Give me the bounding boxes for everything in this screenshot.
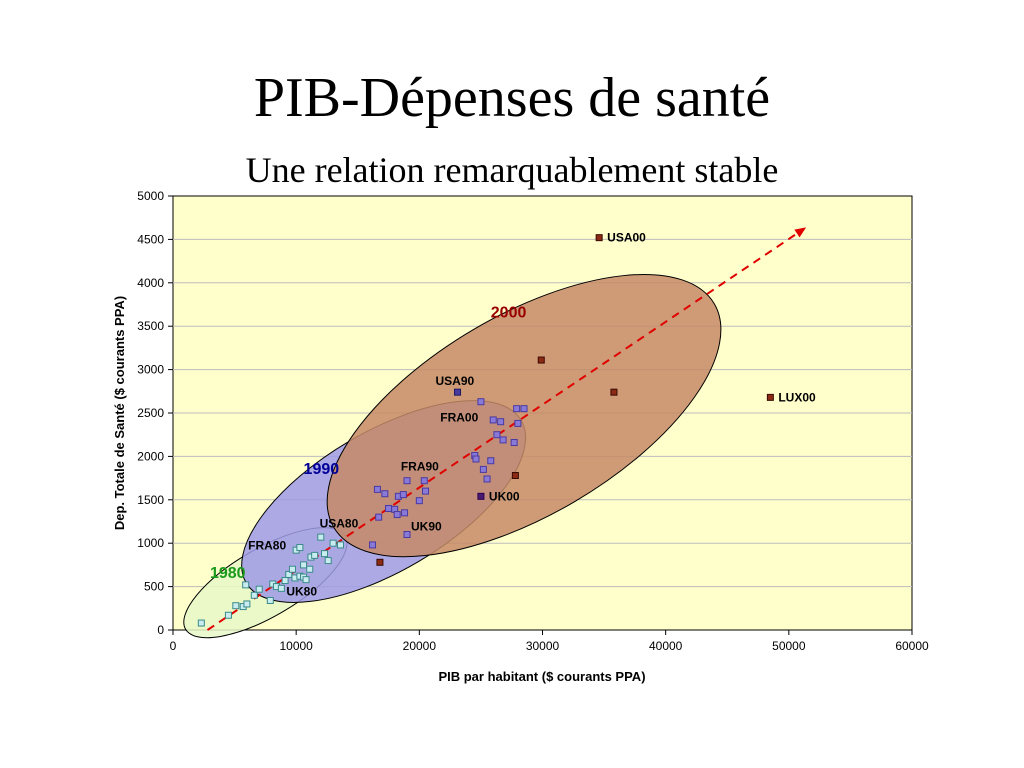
slide-title: PIB-Dépenses de santé bbox=[253, 67, 771, 129]
x-tick-label-50000: 50000 bbox=[772, 639, 806, 653]
point-1990-26 bbox=[514, 419, 522, 427]
point-1990-19 bbox=[487, 457, 495, 465]
point-1980-5 bbox=[243, 600, 251, 608]
label-uk90: UK90 bbox=[411, 520, 442, 534]
point-1980-6 bbox=[250, 591, 258, 599]
point-1980-1 bbox=[224, 611, 232, 619]
x-tick-label-0: 0 bbox=[170, 639, 177, 653]
point-usa90 bbox=[454, 388, 462, 396]
point-1980-27 bbox=[324, 557, 332, 565]
point-1990-18 bbox=[483, 475, 491, 483]
point-1980-19 bbox=[300, 561, 308, 569]
point-usa00 bbox=[595, 234, 603, 242]
y-tick-label-5000: 5000 bbox=[137, 189, 164, 203]
y-tick-label-3000: 3000 bbox=[137, 363, 164, 377]
point-uk00 bbox=[477, 492, 485, 500]
y-tick-label-0: 0 bbox=[157, 623, 164, 637]
point-1980-12 bbox=[281, 577, 289, 585]
y-tick-label-500: 500 bbox=[144, 580, 164, 594]
y-tick-label-2000: 2000 bbox=[137, 449, 164, 463]
point-1990-20 bbox=[489, 416, 497, 424]
point-1980-11 bbox=[277, 584, 285, 592]
point-labels: USA00 LUX00 UK00 USA90 FRA00 FRA90 UK90 USA80 FR… bbox=[210, 231, 816, 599]
axes: 0 10000 20000 30000 40000 50000 60000 0 500 1000 1… bbox=[137, 189, 929, 653]
trend-arrowhead bbox=[794, 227, 807, 238]
point-1990-1 bbox=[373, 485, 381, 493]
point-1990-12 bbox=[420, 477, 428, 485]
x-axis-label: PIB par habitant ($ courants PPA) bbox=[438, 669, 645, 684]
point-1980-7 bbox=[255, 585, 263, 593]
point-lux00 bbox=[766, 393, 774, 401]
ellipse-2000 bbox=[326, 274, 722, 558]
point-1990-3 bbox=[381, 490, 389, 498]
x-tick-label-60000: 60000 bbox=[895, 639, 929, 653]
point-1990-27 bbox=[520, 405, 528, 413]
x-tick-label-10000: 10000 bbox=[279, 639, 313, 653]
y-axis-label: Dep. Totale de Santé ($ courants PPA) bbox=[112, 296, 127, 530]
point-1990-22 bbox=[497, 418, 505, 426]
label-uk80: UK80 bbox=[286, 584, 317, 598]
point-1990-9 bbox=[401, 509, 409, 517]
point-2000-3 bbox=[610, 388, 618, 396]
point-1980-8 bbox=[266, 596, 274, 604]
point-1990-11 bbox=[415, 497, 423, 505]
y-tick-label-4500: 4500 bbox=[137, 232, 164, 246]
label-lux00: LUX00 bbox=[778, 390, 816, 404]
point-2000-2 bbox=[537, 356, 545, 364]
label-fra00: FRA00 bbox=[440, 411, 478, 425]
point-1990-10 bbox=[403, 477, 411, 485]
point-1990-8 bbox=[399, 491, 407, 499]
point-1990-25 bbox=[513, 405, 521, 413]
point-1980-26 bbox=[320, 550, 328, 558]
group-label-1990: 1990 bbox=[304, 461, 340, 478]
label-usa90: USA90 bbox=[436, 374, 475, 388]
y-tick-label-4000: 4000 bbox=[137, 276, 164, 290]
point-1990-23 bbox=[499, 436, 507, 444]
point-1990-24 bbox=[510, 439, 518, 447]
y-tick-label-3500: 3500 bbox=[137, 319, 164, 333]
label-usa80: USA80 bbox=[320, 517, 359, 531]
x-tick-label-40000: 40000 bbox=[649, 639, 683, 653]
point-1990-0 bbox=[369, 541, 377, 549]
point-1990-6 bbox=[393, 511, 401, 519]
point-1990-2 bbox=[375, 513, 383, 521]
point-1980-18 bbox=[296, 544, 304, 552]
point-1990-16 bbox=[477, 398, 485, 406]
point-1990-15 bbox=[472, 455, 480, 463]
point-1980-14 bbox=[288, 565, 296, 573]
label-fra90: FRA90 bbox=[401, 459, 439, 473]
data-points bbox=[197, 234, 774, 627]
x-tick-label-30000: 30000 bbox=[526, 639, 560, 653]
point-1990-4 bbox=[385, 504, 393, 512]
point-1980-25 bbox=[317, 533, 325, 541]
point-1990-13 bbox=[421, 487, 429, 495]
point-1980-21 bbox=[302, 576, 310, 584]
y-tick-label-1000: 1000 bbox=[137, 536, 164, 550]
point-1980-4 bbox=[242, 581, 250, 589]
slide-subtitle: Une relation remarquablement stable bbox=[245, 150, 779, 190]
point-2000-1 bbox=[511, 471, 519, 479]
x-tick-label-20000: 20000 bbox=[403, 639, 437, 653]
point-uk90 bbox=[403, 531, 411, 539]
point-1980-29 bbox=[337, 541, 345, 549]
point-1980-0 bbox=[197, 619, 205, 627]
y-tick-label-1500: 1500 bbox=[137, 493, 164, 507]
group-label-1980: 1980 bbox=[210, 565, 246, 582]
y-tick-label-2500: 2500 bbox=[137, 406, 164, 420]
point-1990-17 bbox=[479, 465, 487, 473]
point-1990-21 bbox=[493, 431, 501, 439]
point-2000-0 bbox=[376, 558, 384, 566]
label-uk00: UK00 bbox=[489, 489, 520, 503]
label-fra80: FRA80 bbox=[248, 538, 286, 552]
point-1980-22 bbox=[306, 565, 314, 573]
point-1980-24 bbox=[311, 551, 319, 559]
point-1980-2 bbox=[232, 602, 240, 610]
label-usa00: USA00 bbox=[607, 231, 646, 245]
point-1980-28 bbox=[329, 539, 337, 547]
group-label-2000: 2000 bbox=[491, 305, 527, 322]
